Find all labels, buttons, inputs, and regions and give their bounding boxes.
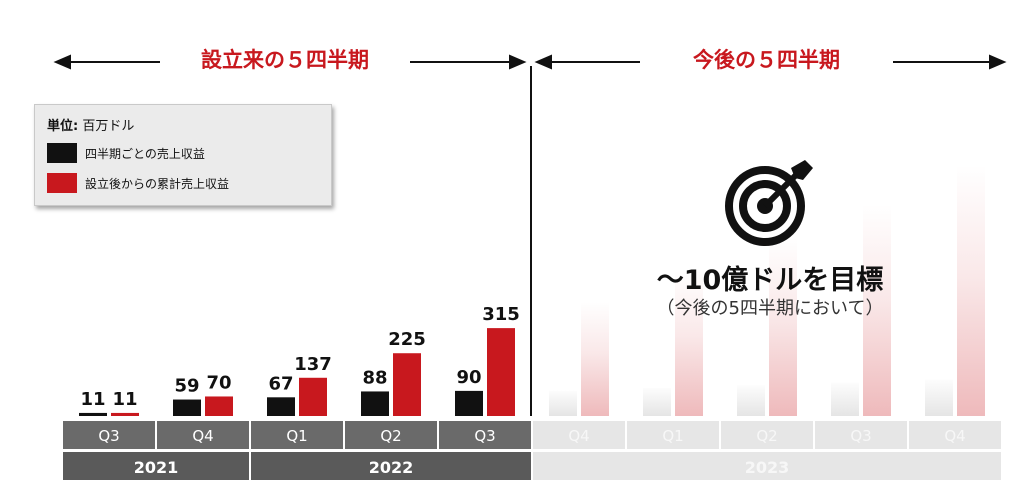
axis-cell-9: [909, 421, 1001, 449]
projected-bar-cumulative-0: [581, 301, 609, 416]
data-label-quarterly-2: 67: [268, 373, 293, 394]
axis-cell-7: [721, 421, 813, 449]
projected-bar-quarterly-3: [831, 382, 859, 416]
bar-quarterly-3: [361, 391, 389, 416]
bar-quarterly-1: [173, 399, 201, 416]
projected-bar-quarterly-2: [737, 385, 765, 416]
projected-bar-quarterly-4: [925, 379, 953, 416]
year-cell-0: [63, 452, 249, 480]
legend-swatch-cumulative: [47, 173, 77, 193]
year-label-0: 2021: [134, 458, 179, 477]
axis-cell-6: [627, 421, 719, 449]
axis-cell-5: [533, 421, 625, 449]
legend-unit-value: 百万ドル: [82, 119, 135, 134]
tick-label-2: Q1: [286, 427, 307, 445]
tick-label-3: Q2: [380, 427, 401, 445]
bar-cumulative-3: [393, 353, 421, 416]
projected-bar-cumulative-3: [863, 203, 891, 416]
legend-item-quarterly: 四半期ごとの売上収益: [47, 143, 205, 163]
projected-bar-cumulative-2: [769, 237, 797, 416]
legend-swatch-quarterly: [47, 143, 77, 163]
data-label-cumulative-1: 70: [206, 372, 231, 393]
past-arrow: [53, 54, 527, 70]
bar-quarterly-4: [455, 390, 483, 416]
past-header: 設立来の５四半期: [201, 48, 369, 72]
projected-bar-cumulative-4: [957, 164, 985, 416]
goal-title: ～10億ドルを目標: [656, 265, 884, 296]
bar-cumulative-0: [111, 412, 139, 416]
data-label-cumulative-3: 225: [388, 329, 426, 350]
data-label-cumulative-0: 11: [112, 389, 137, 410]
data-label-cumulative-4: 315: [482, 304, 520, 325]
axis-cell-1: [157, 421, 249, 449]
future-header: 今後の５四半期: [693, 48, 840, 72]
legend-label-cumulative: 設立後からの累計売上収益: [85, 176, 230, 191]
legend-item-cumulative: 設立後からの累計売上収益: [47, 173, 229, 193]
year-label-1: 2022: [369, 458, 414, 477]
tick-label-7: Q2: [756, 427, 777, 445]
data-label-cumulative-2: 137: [294, 354, 332, 375]
axis-cell-8: [815, 421, 907, 449]
axis-cell-0: [63, 421, 155, 449]
data-label-quarterly-3: 88: [362, 367, 387, 388]
axis-cell-3: [345, 421, 437, 449]
year-cell-1: [251, 452, 531, 480]
bar-quarterly-0: [79, 412, 107, 416]
bar-cumulative-1: [205, 396, 233, 416]
tick-label-8: Q3: [850, 427, 871, 445]
bar-cumulative-4: [487, 328, 515, 416]
year-cell-2: [533, 452, 1001, 480]
bar-quarterly-2: [267, 397, 295, 416]
data-label-quarterly-0: 11: [80, 389, 105, 410]
future-arrow: [534, 54, 1007, 70]
legend: 単位: 百万ドル 四半期ごとの売上収益 設立後からの累計売上収益: [34, 104, 332, 206]
data-label-quarterly-1: 59: [174, 376, 199, 397]
goal-subtitle: （今後の5四半期において）: [656, 298, 884, 319]
tick-label-4: Q3: [474, 427, 495, 445]
data-label-quarterly-4: 90: [456, 367, 481, 388]
target-icon: [725, 160, 813, 246]
projected-bar-quarterly-0: [549, 390, 577, 416]
legend-unit-label: 単位:: [47, 119, 79, 134]
tick-label-6: Q1: [662, 427, 683, 445]
tick-label-0: Q3: [98, 427, 119, 445]
axis-cell-2: [251, 421, 343, 449]
legend-unit: 単位: 百万ドル: [47, 115, 134, 134]
projected-bar-quarterly-1: [643, 388, 671, 416]
legend-label-quarterly: 四半期ごとの売上収益: [85, 146, 205, 161]
bar-cumulative-2: [299, 377, 327, 416]
tick-label-1: Q4: [192, 427, 213, 445]
tick-label-9: Q4: [944, 427, 965, 445]
year-label-2: 2023: [745, 458, 790, 477]
axis-cell-4: [439, 421, 531, 449]
projected-bar-cumulative-1: [675, 270, 703, 416]
tick-label-5: Q4: [568, 427, 589, 445]
